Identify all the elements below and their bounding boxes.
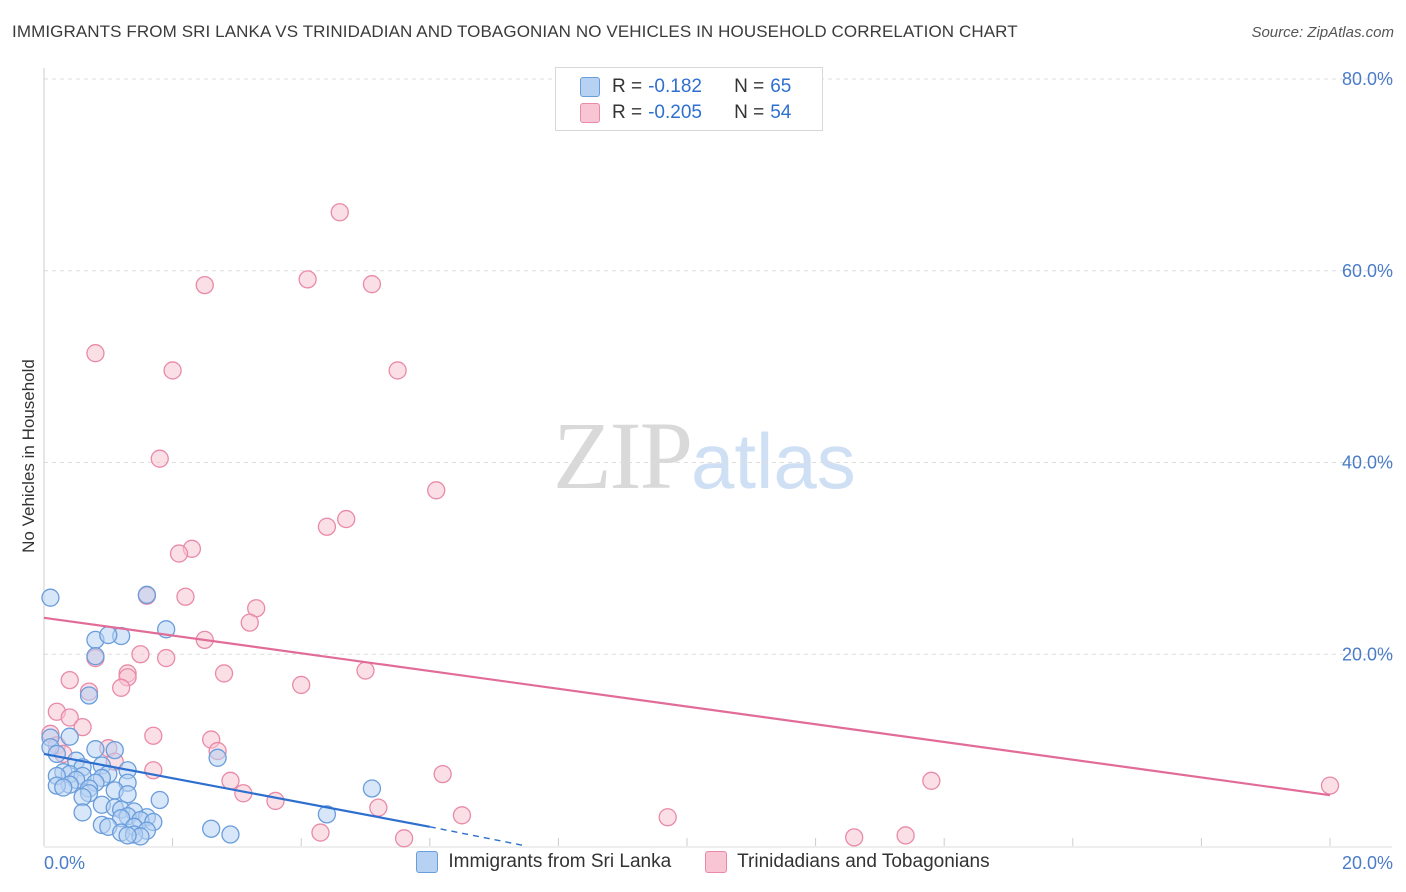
legend-item-trinidadian[interactable]: Trinidadians and Tobagonians — [705, 851, 990, 873]
sri-lanka-point — [118, 785, 137, 804]
source-label: Source: ZipAtlas.com — [1251, 24, 1394, 41]
legend-n-value: 54 — [770, 102, 792, 123]
legend-row-sri-lanka: R = -0.182 N = 65 — [580, 74, 791, 100]
trinidadian-point — [266, 791, 285, 811]
trinidadian-point — [144, 726, 163, 745]
trinidadian-point — [394, 829, 414, 848]
legend-item-sri-lanka[interactable]: Immigrants from Sri Lanka — [416, 851, 671, 873]
legend-n-label: N = — [734, 102, 765, 123]
legend-r-label: R = — [612, 102, 643, 123]
sri-lanka-point — [221, 825, 240, 844]
sri-lanka-point — [202, 819, 221, 838]
trinidadian-point — [896, 826, 915, 845]
watermark-atlas: atlas — [691, 417, 856, 505]
sri-lanka-point — [86, 647, 105, 666]
trinidadian-point — [388, 361, 407, 380]
trinidadian-point — [214, 664, 234, 683]
trinidadian-point — [86, 344, 105, 363]
trinidadian-point — [362, 275, 382, 294]
sri-lanka-point — [54, 778, 73, 797]
correlation-legend: R = -0.182 N = 65 R = -0.205 N = 54 — [555, 67, 823, 131]
legend-r-value: -0.182 — [648, 76, 702, 97]
trinidadian-point — [298, 270, 317, 289]
y-axis-label: No Vehicles in Household — [19, 359, 38, 553]
sri-lanka-point — [79, 686, 99, 705]
trinidadian-point — [221, 771, 240, 790]
trinidadian-point — [337, 509, 356, 529]
trinidadian-point — [311, 823, 330, 842]
trinidadian-point — [60, 670, 79, 690]
sri-lanka-point — [150, 790, 169, 810]
trinidadian-point — [427, 481, 446, 500]
y-tick-label: 60.0% — [1342, 261, 1393, 281]
trinidadian-trendline — [43, 616, 1331, 797]
trinidadian-point — [150, 449, 169, 468]
legend-label-sri-lanka: Immigrants from Sri Lanka — [448, 851, 672, 872]
legend-n-label: N = — [734, 76, 765, 97]
sri-lanka-point — [73, 803, 92, 822]
trinidadian-point — [240, 613, 259, 632]
trinidadian-point — [131, 645, 150, 664]
trinidadian-point — [845, 828, 864, 847]
legend-swatch-blue — [580, 77, 600, 97]
legend-row-trinidadian: R = -0.205 N = 54 — [580, 100, 791, 126]
trinidadian-point — [922, 771, 941, 790]
legend-label-trinidadian: Trinidadians and Tobagonians — [737, 851, 990, 872]
legend-swatch-pink — [580, 103, 600, 123]
sri-lanka-point — [99, 625, 118, 645]
sri-lanka-point — [118, 826, 137, 845]
sri-lanka-trendline-extension — [429, 826, 527, 847]
sri-lanka-point — [137, 585, 157, 604]
trinidadian-point — [195, 275, 214, 295]
trinidadian-point — [169, 544, 189, 563]
trinidadian-point — [369, 798, 388, 817]
trinidadian-point — [452, 806, 472, 825]
watermark-zip: ZIP — [553, 402, 693, 509]
sri-lanka-point — [208, 748, 227, 767]
sri-lanka-point — [317, 805, 337, 824]
legend-r-value: -0.205 — [648, 102, 702, 123]
sri-lanka-point — [47, 744, 67, 764]
sri-lanka-point — [60, 727, 79, 746]
watermark: ZIPatlas — [553, 400, 856, 511]
trinidadian-point — [1320, 776, 1340, 795]
sri-lanka-point — [362, 779, 382, 798]
legend-swatch-blue — [416, 851, 439, 873]
x-tick-label: 20.0% — [1342, 853, 1393, 873]
trinidadian-point — [176, 587, 195, 606]
trinidadian-point — [433, 764, 452, 784]
trinidadian-point — [292, 675, 311, 695]
legend-n-value: 65 — [770, 76, 792, 97]
trinidadian-point — [317, 517, 337, 536]
trinidadian-point — [60, 708, 79, 727]
trinidadian-point — [73, 717, 92, 737]
series-legend: Immigrants from Sri Lanka Trinidadians a… — [0, 851, 1406, 873]
x-tick-label: 0.0% — [44, 853, 85, 873]
chart-title: IMMIGRANTS FROM SRI LANKA VS TRINIDADIAN… — [12, 22, 1018, 41]
sri-lanka-point — [105, 740, 124, 760]
legend-swatch-pink — [705, 851, 728, 873]
trinidadian-point — [330, 203, 349, 222]
trinidadian-point — [163, 361, 182, 380]
trinidadian-point — [658, 808, 677, 827]
legend-r-label: R = — [612, 76, 643, 97]
trinidadian-point — [112, 678, 131, 697]
trinidadian-point — [356, 661, 375, 680]
trinidadian-point — [157, 648, 176, 668]
sri-lanka-point — [73, 787, 92, 807]
y-tick-label: 80.0% — [1342, 69, 1393, 89]
y-tick-label: 40.0% — [1342, 453, 1393, 473]
sri-lanka-trendline — [43, 752, 431, 828]
sri-lanka-point — [41, 588, 60, 607]
sri-lanka-point — [86, 740, 105, 759]
y-tick-label: 20.0% — [1342, 644, 1393, 664]
